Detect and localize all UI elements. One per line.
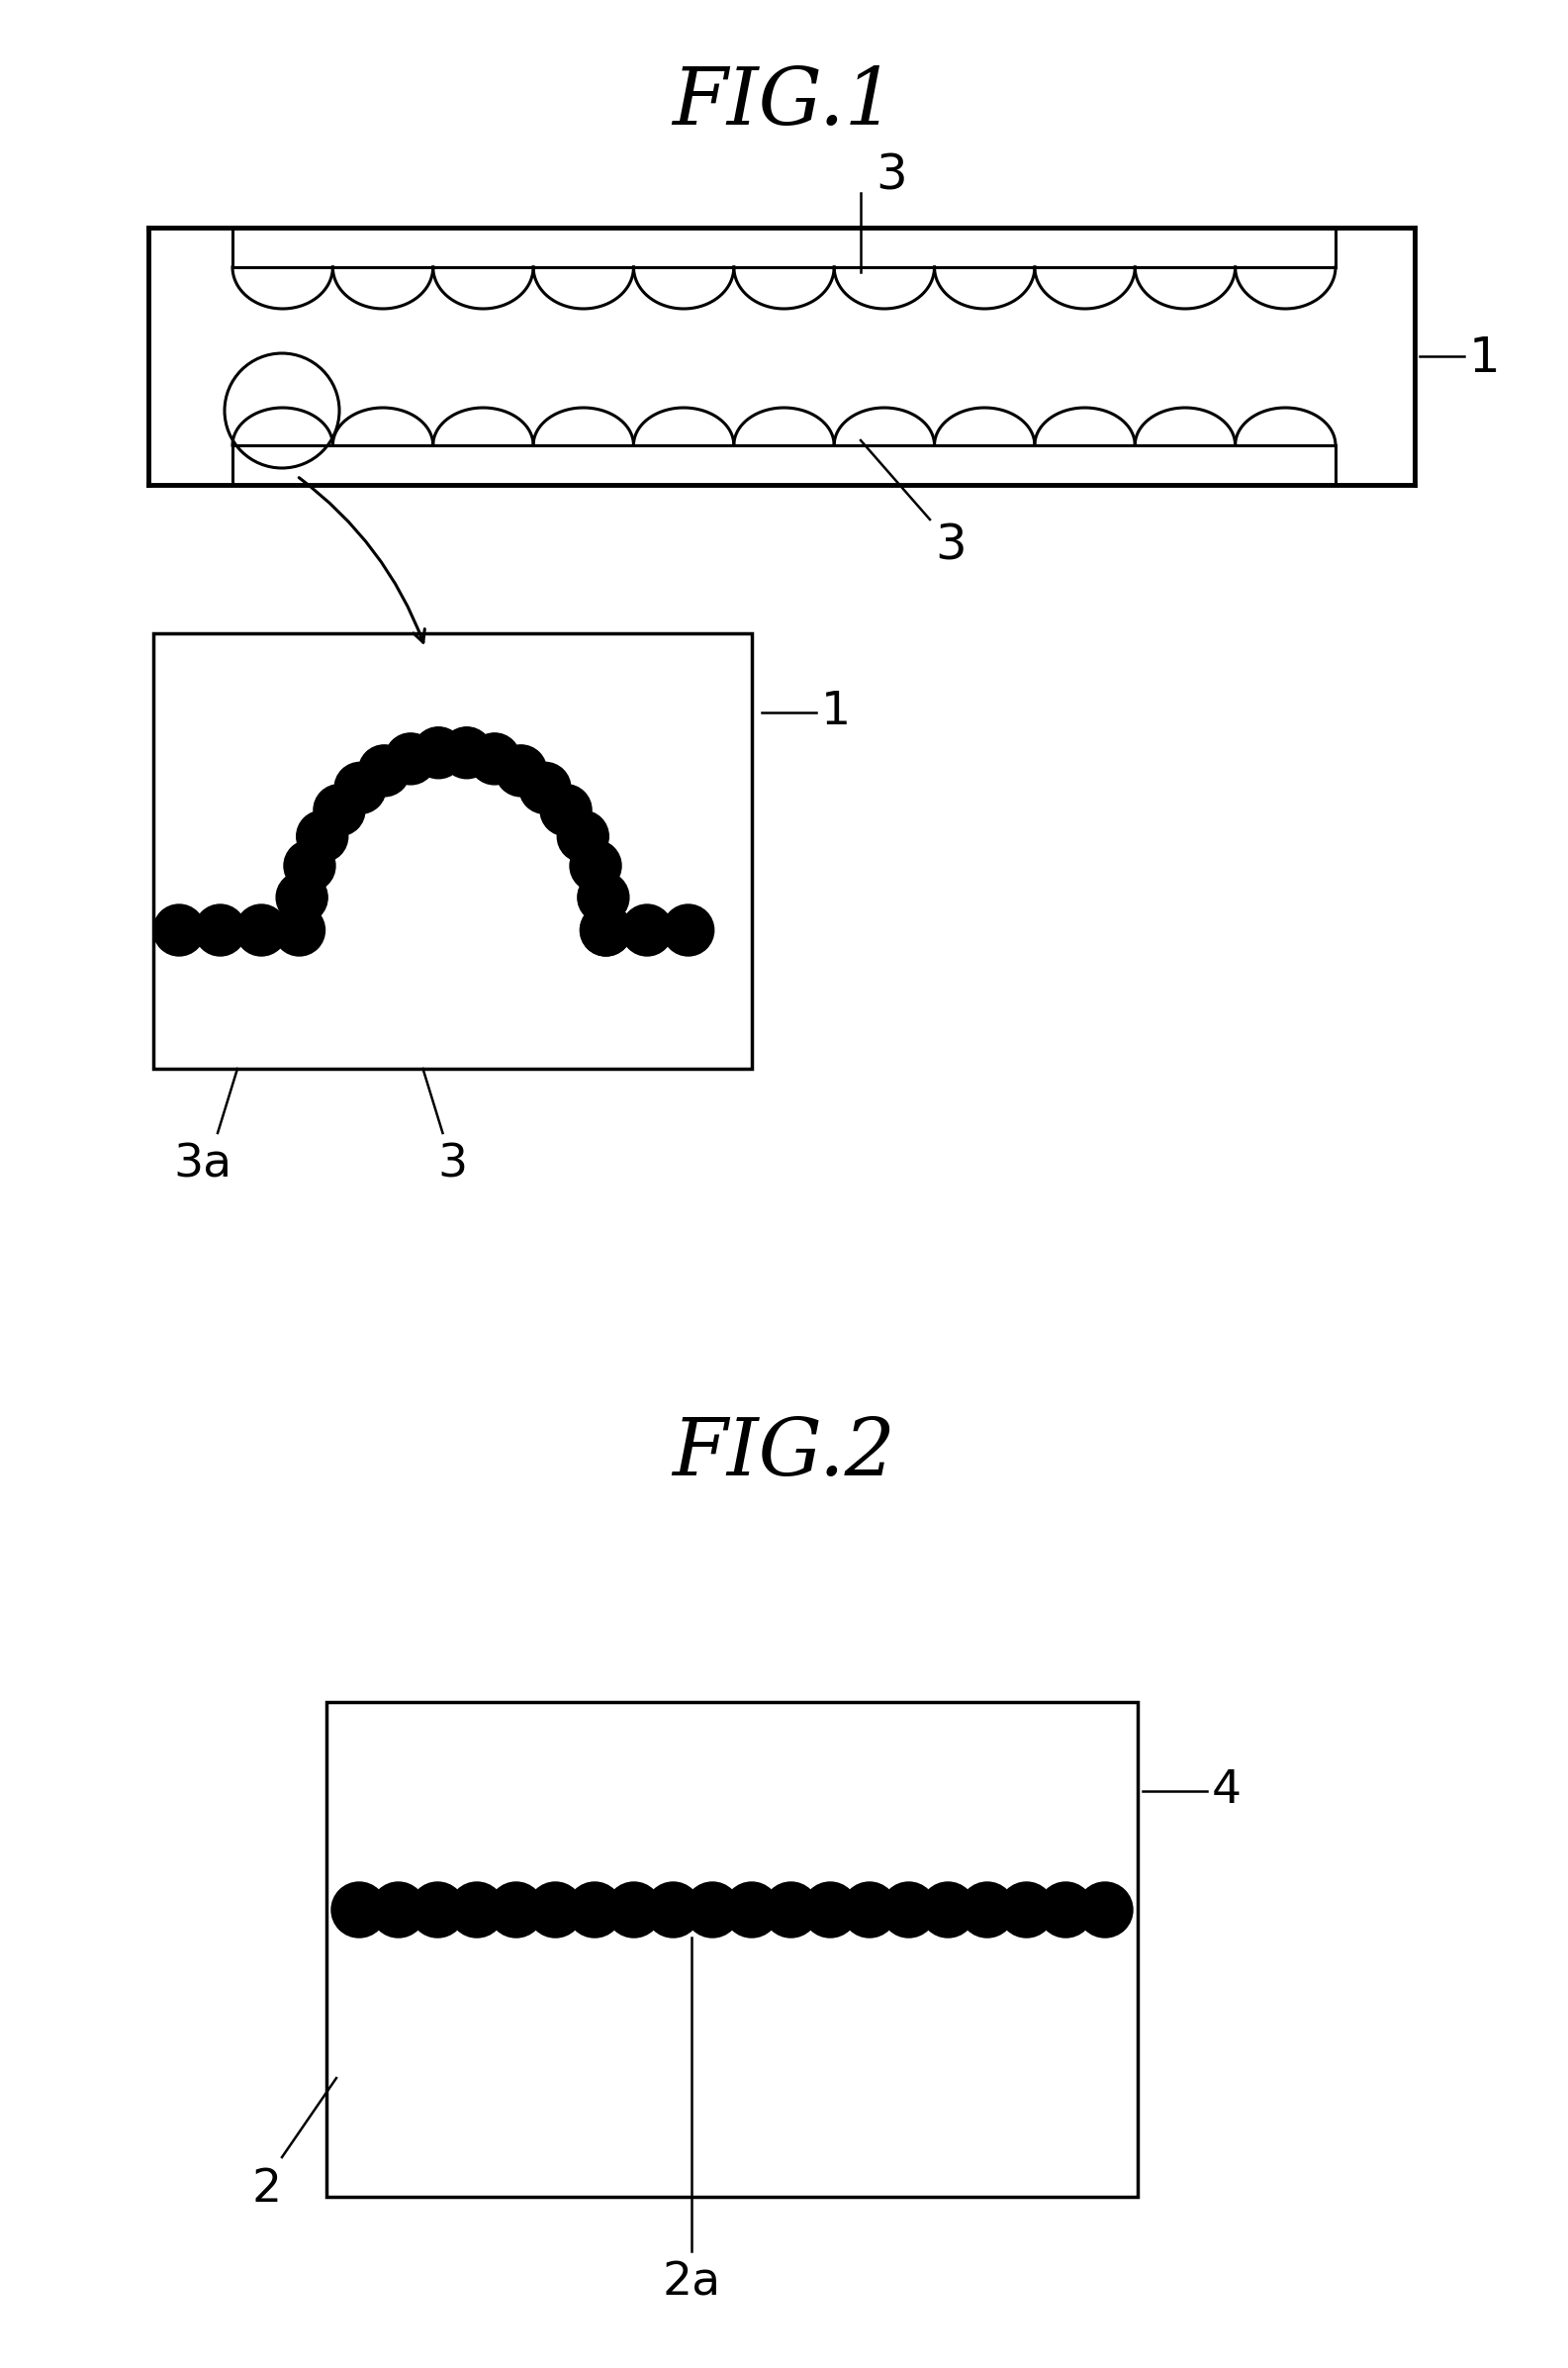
Text: FIG.1: FIG.1 (671, 64, 895, 142)
Text: 2a: 2a (662, 2261, 721, 2306)
Text: FIG.2: FIG.2 (671, 1416, 895, 1492)
Circle shape (1077, 1883, 1132, 1937)
Circle shape (284, 841, 336, 893)
Circle shape (334, 762, 386, 815)
Circle shape (409, 1883, 466, 1937)
Circle shape (359, 746, 409, 796)
Circle shape (580, 905, 632, 957)
Circle shape (685, 1883, 740, 1937)
Circle shape (489, 1883, 544, 1937)
Circle shape (999, 1883, 1054, 1937)
Circle shape (803, 1883, 858, 1937)
Circle shape (314, 784, 365, 836)
Circle shape (607, 1883, 662, 1937)
Circle shape (412, 727, 464, 779)
Text: 3: 3 (875, 152, 906, 199)
Circle shape (331, 1883, 387, 1937)
Circle shape (541, 784, 591, 836)
Text: 1: 1 (822, 689, 851, 734)
Circle shape (1038, 1883, 1093, 1937)
Circle shape (920, 1883, 975, 1937)
Circle shape (569, 841, 621, 893)
Circle shape (276, 871, 328, 924)
Circle shape (557, 810, 608, 862)
Text: 3a: 3a (174, 1144, 232, 1186)
Circle shape (370, 1883, 426, 1937)
Circle shape (724, 1883, 779, 1937)
Circle shape (881, 1883, 936, 1937)
Circle shape (154, 905, 205, 957)
Circle shape (960, 1883, 1014, 1937)
Circle shape (273, 905, 325, 957)
Circle shape (441, 727, 492, 779)
Circle shape (580, 905, 632, 957)
Text: 1: 1 (1469, 334, 1501, 381)
Circle shape (621, 905, 673, 957)
Text: 3: 3 (437, 1144, 467, 1186)
Circle shape (577, 871, 629, 924)
Circle shape (235, 905, 287, 957)
Bar (154, 632, 751, 1068)
Text: 3: 3 (935, 523, 966, 571)
Circle shape (646, 1883, 701, 1937)
Circle shape (568, 1883, 622, 1937)
Text: 2: 2 (252, 2167, 282, 2212)
Circle shape (469, 734, 521, 784)
Text: 4: 4 (1212, 1769, 1242, 1814)
Circle shape (194, 905, 246, 957)
Circle shape (296, 810, 348, 862)
Circle shape (519, 762, 571, 815)
Circle shape (842, 1883, 897, 1937)
Circle shape (663, 905, 713, 957)
Bar (326, 1703, 1138, 2198)
Circle shape (384, 734, 436, 784)
Circle shape (528, 1883, 583, 1937)
Circle shape (764, 1883, 818, 1937)
Circle shape (495, 746, 547, 796)
Circle shape (448, 1883, 505, 1937)
